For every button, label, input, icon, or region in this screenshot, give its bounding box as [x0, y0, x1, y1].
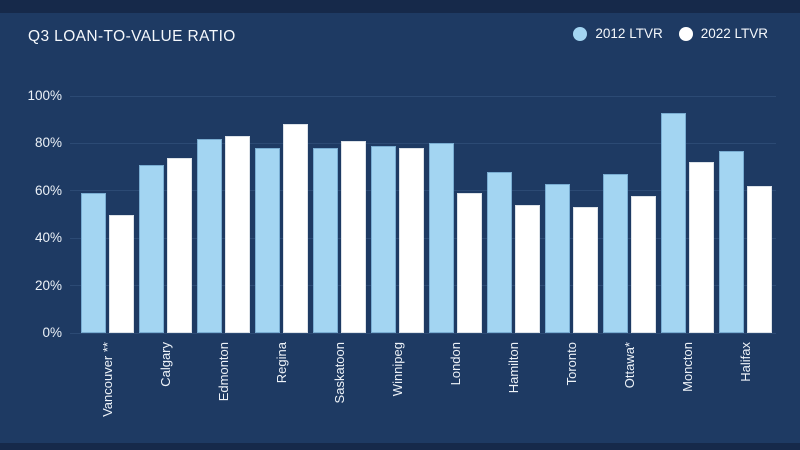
bar-2012: [661, 112, 686, 333]
x-axis-category-label: London: [447, 342, 463, 386]
bar-group: [429, 96, 482, 333]
legend-marker-2012-icon: [573, 26, 588, 41]
bar-2012: [487, 171, 512, 333]
x-axis-category-label: Regina: [273, 342, 289, 384]
bar-2022: [515, 205, 540, 333]
y-axis-tick-label: 40%: [34, 230, 62, 246]
bar-group: [545, 96, 598, 333]
x-axis-category-label: Toronto: [563, 342, 579, 386]
y-axis-tick-label: 20%: [34, 277, 62, 293]
bar-group: [255, 96, 308, 333]
bar-2022: [283, 124, 308, 333]
y-axis-tick-label: 0%: [42, 325, 62, 340]
legend-item-2012: 2012 LTVR: [573, 26, 663, 41]
x-axis-category-label: Calgary: [157, 342, 173, 387]
bar-2012: [719, 150, 744, 333]
bar-group: [313, 96, 366, 333]
bar-2022: [689, 162, 714, 333]
x-axis-category-label: Edmonton: [215, 342, 231, 402]
bar-2012: [313, 148, 338, 333]
bar-2022: [399, 148, 424, 333]
y-axis-tick-label: 100%: [27, 88, 62, 103]
bar-2012: [197, 138, 222, 333]
bar-2012: [603, 174, 628, 333]
chart-title: Q3 LOAN-TO-VALUE RATIO: [28, 28, 236, 45]
bar-2022: [747, 186, 772, 333]
bar-2012: [81, 193, 106, 333]
x-axis-category-label: Winnipeg: [389, 342, 405, 397]
bar-group: [487, 96, 540, 333]
bar-2012: [429, 143, 454, 333]
bar-group: [719, 96, 772, 333]
gridline: [70, 95, 776, 97]
bar-group: [371, 96, 424, 333]
bar-2022: [341, 141, 366, 333]
bar-2022: [167, 157, 192, 333]
bar-group: [661, 96, 714, 333]
bottom-accent-bar: [0, 443, 800, 450]
gridline: [70, 142, 776, 144]
bar-group: [197, 96, 250, 333]
x-axis-category-label: Saskatoon: [331, 342, 347, 404]
legend-label-2012: 2012 LTVR: [595, 26, 663, 41]
legend-item-2022: 2022 LTVR: [678, 26, 768, 41]
bar-group: [81, 96, 134, 333]
bar-2022: [631, 195, 656, 333]
legend: 2012 LTVR 2022 LTVR: [573, 26, 768, 41]
x-axis-category-label: Hamilton: [505, 342, 521, 394]
y-axis-tick-label: 80%: [34, 135, 62, 151]
bar-2022: [573, 207, 598, 333]
bar-group: [603, 96, 656, 333]
x-axis-category-label: Moncton: [679, 342, 695, 392]
bar-2012: [371, 145, 396, 333]
y-axis-tick-label: 60%: [34, 182, 62, 198]
top-accent-bar: [0, 0, 800, 13]
legend-marker-2022-icon: [678, 26, 693, 41]
bar-2012: [255, 148, 280, 333]
bar-group: [139, 96, 192, 333]
x-axis-category-label: Ottawa*: [621, 342, 637, 389]
x-axis-category-label: Vancouver **: [99, 342, 115, 417]
bar-2012: [139, 164, 164, 333]
bar-2022: [109, 214, 134, 333]
x-axis-category-label: Halifax: [737, 342, 753, 382]
legend-label-2022: 2022 LTVR: [700, 26, 768, 41]
bar-2022: [225, 136, 250, 333]
gridline: [70, 332, 776, 334]
plot-area: [70, 95, 776, 334]
bar-2022: [457, 193, 482, 333]
bar-2012: [545, 183, 570, 333]
